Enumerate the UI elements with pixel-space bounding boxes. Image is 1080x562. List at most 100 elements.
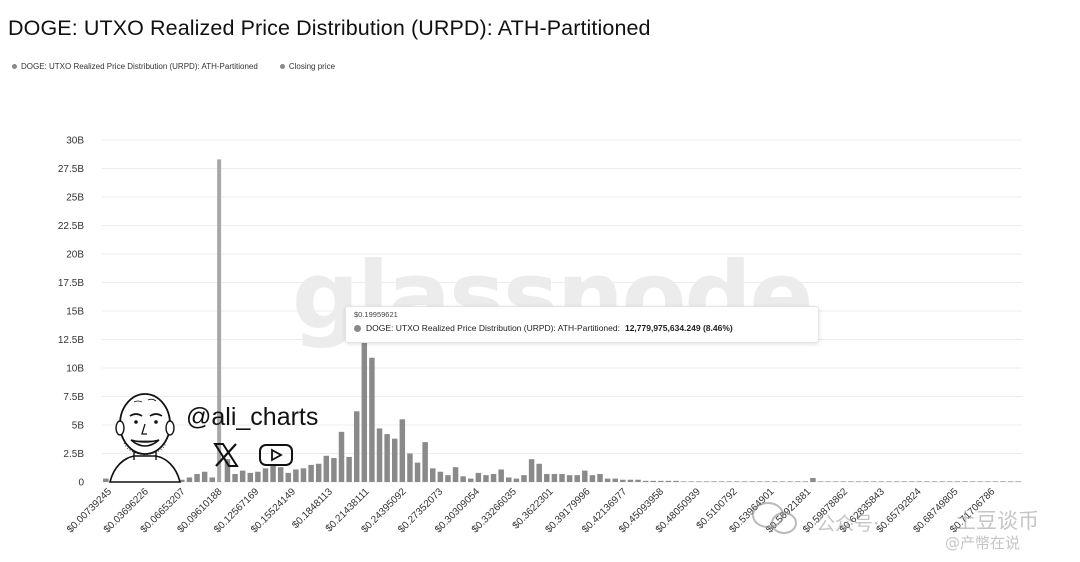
data-bar <box>353 411 360 482</box>
data-bar <box>460 476 466 482</box>
data-bar <box>361 336 368 482</box>
data-bar <box>331 458 337 482</box>
data-bar <box>179 479 185 482</box>
data-bar <box>985 481 991 482</box>
y-tick-label: 5B <box>72 421 85 432</box>
y-tick-label: 0 <box>78 478 84 489</box>
data-bar <box>224 459 231 482</box>
data-bar <box>658 480 664 482</box>
data-bar <box>338 431 345 482</box>
data-bar <box>498 469 504 482</box>
y-tick-label: 7.5B <box>63 392 84 403</box>
overlay-watermark-right: 土豆谈币 <box>955 509 1039 533</box>
data-bar <box>696 481 702 482</box>
data-bar <box>414 462 421 482</box>
data-bar <box>802 481 809 482</box>
data-bar <box>711 481 717 482</box>
data-bar <box>422 442 428 482</box>
data-bar <box>376 428 383 482</box>
y-tick-label: 10B <box>66 364 84 375</box>
data-bar <box>521 475 527 482</box>
data-bar <box>726 481 733 482</box>
legend-label-urpd: DOGE: UTXO Realized Price Distribution (… <box>21 62 258 71</box>
overlay-watermark-left: 公众号· <box>816 513 880 535</box>
data-bar <box>194 474 200 482</box>
data-bar <box>650 480 656 482</box>
data-bar <box>247 472 254 482</box>
data-bar <box>772 481 778 482</box>
y-tick-label: 20B <box>66 250 84 261</box>
tooltip-dot-icon <box>354 324 361 332</box>
data-bar <box>863 481 869 482</box>
data-bar <box>574 475 580 482</box>
data-bar <box>734 481 740 482</box>
data-bar <box>612 478 618 482</box>
data-bar <box>962 481 968 482</box>
data-bar <box>559 474 565 482</box>
data-bar <box>817 481 824 482</box>
data-bar <box>544 474 550 482</box>
data-bar <box>270 466 276 482</box>
data-bar <box>939 481 945 482</box>
data-bar <box>825 481 831 482</box>
data-bar <box>977 481 983 482</box>
author-avatar-icon <box>108 393 182 483</box>
data-bar <box>300 468 307 482</box>
data-bar <box>870 481 877 482</box>
tooltip-price: $0.19959621 <box>354 310 398 319</box>
author-handle: @ali_charts <box>186 403 319 431</box>
chart-tooltip: $0.19959621 DOGE: UTXO Realized Price Di… <box>345 306 819 343</box>
youtube-icon[interactable] <box>258 443 294 467</box>
data-bar <box>445 475 451 482</box>
data-bar <box>407 453 413 482</box>
data-bar <box>969 481 976 482</box>
data-bar <box>992 481 999 482</box>
data-bar <box>232 474 238 482</box>
legend-item-urpd[interactable]: DOGE: UTXO Realized Price Distribution (… <box>12 62 258 71</box>
overlay-watermark-bottom: @产幣在说 <box>945 534 1021 552</box>
data-bar <box>604 478 611 482</box>
data-bar <box>627 479 634 482</box>
data-bar <box>186 477 193 482</box>
data-bar <box>209 477 215 482</box>
x-logo-icon[interactable] <box>212 442 240 468</box>
data-bar <box>566 475 573 482</box>
data-bar <box>703 481 710 482</box>
y-tick-label: 2.5B <box>63 449 84 460</box>
data-bar <box>430 468 436 482</box>
data-bar <box>787 481 793 482</box>
y-tick-label: 27.5B <box>58 164 84 175</box>
data-bar <box>642 480 649 482</box>
data-bar <box>924 481 930 482</box>
legend-item-closing-price[interactable]: Closing price <box>279 62 336 71</box>
data-bar <box>483 475 489 482</box>
data-bar <box>437 471 444 482</box>
data-bar <box>893 481 900 482</box>
data-bar <box>346 456 352 482</box>
data-bar <box>810 478 816 482</box>
data-bar <box>391 438 398 482</box>
data-bar <box>384 434 390 482</box>
tooltip-row: DOGE: UTXO Realized Price Distribution (… <box>354 323 733 333</box>
data-bar <box>513 478 520 482</box>
data-bar <box>756 481 763 482</box>
data-bar <box>794 481 801 482</box>
legend-label-closing-price: Closing price <box>288 62 336 71</box>
chart-title: DOGE: UTXO Realized Price Distribution (… <box>8 16 651 40</box>
data-bar <box>635 479 641 482</box>
data-bar <box>749 481 755 482</box>
data-bar <box>886 481 892 482</box>
data-bar <box>201 471 208 482</box>
data-bar <box>582 470 588 482</box>
y-tick-label: 15B <box>66 307 84 318</box>
data-bar <box>323 455 330 482</box>
data-bar <box>293 469 299 482</box>
data-bar <box>779 481 786 482</box>
data-bar <box>665 480 672 482</box>
data-bar <box>399 419 406 482</box>
data-bar <box>840 481 847 482</box>
data-bar <box>551 474 558 482</box>
legend-dot-icon <box>279 64 285 69</box>
data-bar <box>239 470 246 482</box>
